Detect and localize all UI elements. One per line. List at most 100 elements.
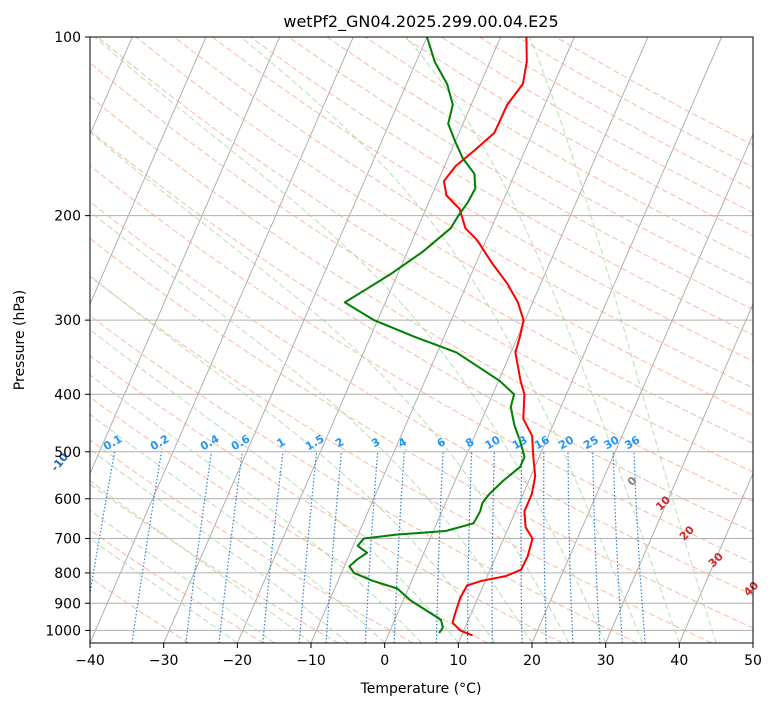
moist-adiabat-line bbox=[90, 131, 570, 643]
x-axis-label: Temperature (°C) bbox=[360, 681, 482, 697]
isotherm-gridline bbox=[531, 133, 753, 643]
moist-adiabat-line bbox=[90, 537, 238, 643]
dry-adiabat-line bbox=[326, 37, 753, 286]
dry-adiabat-line bbox=[90, 314, 638, 643]
y-tick-label: 500 bbox=[54, 445, 81, 461]
chart-title: wetPf2_GN04.2025.299.00.04.E25 bbox=[283, 12, 558, 32]
x-tick-label: 0 bbox=[380, 653, 389, 669]
isotherm-gridline bbox=[0, 37, 59, 643]
mixing-ratio-label: 1 bbox=[275, 435, 288, 450]
y-tick-label: 900 bbox=[54, 596, 81, 612]
isotherm-gridline bbox=[457, 37, 723, 643]
mixing-ratio-line bbox=[218, 451, 243, 643]
dry-adiabat-line bbox=[90, 164, 753, 564]
dewpoint-line bbox=[343, 37, 526, 634]
dry-adiabat-line bbox=[90, 529, 264, 643]
isotherm-gridline bbox=[384, 37, 649, 643]
moist-adiabat-line bbox=[90, 509, 275, 643]
y-tick-label: 300 bbox=[54, 313, 81, 329]
dry-adiabat-line bbox=[90, 237, 753, 629]
moist-adiabat-line bbox=[90, 210, 533, 643]
moist-adiabat-line bbox=[90, 448, 349, 643]
mixing-ratio-line bbox=[364, 451, 379, 643]
mixing-ratio-line bbox=[262, 451, 284, 643]
isotherm-gridline bbox=[90, 37, 207, 306]
mixing-ratio-line bbox=[435, 451, 444, 643]
grid-layer bbox=[0, 37, 753, 643]
mixing-ratio-line bbox=[592, 451, 601, 643]
mixing-ratio-line bbox=[90, 451, 116, 597]
reference-labels-layer: -100-90-80-70-60-50-40-30-20-100.10.20.4… bbox=[48, 432, 761, 599]
x-tick-label: 50 bbox=[744, 653, 762, 669]
isotherm-gridline bbox=[678, 472, 753, 643]
y-tick-label: 200 bbox=[54, 209, 81, 225]
x-tick-label: 20 bbox=[523, 653, 541, 669]
y-tick-label: 100 bbox=[54, 30, 81, 46]
mixing-ratio-line bbox=[520, 451, 523, 643]
profile-series-layer bbox=[343, 37, 537, 637]
mixing-ratio-line bbox=[633, 451, 646, 643]
dry-adiabat-line bbox=[90, 129, 753, 533]
mixing-ratio-line bbox=[298, 451, 318, 643]
x-tick-label: 10 bbox=[449, 653, 467, 669]
reference-lines-layer bbox=[90, 37, 753, 643]
mixing-ratio-label: 0.6 bbox=[229, 432, 253, 453]
dry-adiabat-line bbox=[173, 37, 753, 389]
mixing-ratio-label: 13 bbox=[510, 433, 530, 452]
dry-adiabat-line bbox=[90, 576, 190, 643]
mixing-ratio-label: 30 bbox=[602, 433, 622, 452]
isotherm-gridline bbox=[752, 641, 753, 643]
isotherm-gridline bbox=[90, 37, 281, 475]
x-tick-label: −30 bbox=[149, 653, 179, 669]
temperature-line bbox=[442, 37, 537, 637]
dry-adiabat-line bbox=[555, 37, 753, 146]
dry-adiabat-line bbox=[90, 95, 753, 503]
x-tick-label: −40 bbox=[75, 653, 105, 669]
mixing-ratio-line bbox=[567, 451, 574, 643]
dry-adiabat-line bbox=[288, 37, 753, 311]
mixing-ratio-label: 2 bbox=[333, 435, 346, 450]
mixing-ratio-line bbox=[491, 451, 495, 643]
mixing-ratio-label: 4 bbox=[396, 435, 409, 450]
moist-adiabat-line bbox=[406, 37, 680, 643]
isotherm-gridline bbox=[605, 302, 753, 643]
dry-adiabat-line bbox=[90, 439, 414, 643]
mixing-ratio-line bbox=[131, 451, 163, 643]
dry-adiabat-line bbox=[211, 37, 753, 362]
mixing-ratio-line bbox=[185, 451, 213, 643]
mixing-ratio-label: 0.2 bbox=[148, 432, 171, 453]
isotherm-gridline bbox=[236, 37, 502, 643]
plot-frame bbox=[89, 36, 754, 644]
moist-adiabat-line bbox=[90, 275, 496, 643]
moist-adiabat-line bbox=[529, 37, 717, 643]
moist-adiabat-line bbox=[240, 37, 643, 643]
y-tick-label: 800 bbox=[54, 566, 81, 582]
dry-adiabat-line bbox=[97, 37, 753, 444]
x-tick-label: 40 bbox=[670, 653, 688, 669]
dry-adiabat-line bbox=[90, 396, 488, 643]
y-axis-label: Pressure (hPa) bbox=[12, 290, 28, 390]
moist-adiabat-line bbox=[94, 37, 607, 643]
y-tick-label: 1000 bbox=[45, 623, 81, 639]
moist-adiabat-label: 10 bbox=[653, 493, 673, 513]
dry-adiabat-line bbox=[250, 37, 753, 336]
x-tick-label: −20 bbox=[223, 653, 253, 669]
isotherm-gridline bbox=[163, 37, 428, 643]
moist-adiabat-label: 40 bbox=[741, 579, 761, 599]
moist-adiabat-line bbox=[90, 374, 422, 643]
x-tick-label: 30 bbox=[597, 653, 615, 669]
moist-adiabat-line bbox=[90, 480, 312, 643]
y-tick-label: 400 bbox=[54, 387, 81, 403]
moist-adiabat-label: 30 bbox=[706, 550, 726, 570]
dry-adiabat-line bbox=[90, 483, 339, 643]
moist-adiabat-line bbox=[90, 328, 459, 643]
dry-adiabat-line bbox=[517, 37, 753, 168]
mixing-ratio-label: 1.5 bbox=[303, 432, 326, 453]
moist-adiabat-line bbox=[90, 413, 386, 643]
dry-adiabat-line bbox=[90, 275, 712, 643]
axis-ticks-layer: −40 −30 −20 −10 0 10 20 30 40 50 1000 900 800 700 600 5… bbox=[45, 30, 762, 669]
y-tick-label: 700 bbox=[54, 532, 81, 548]
mixing-ratio-line bbox=[325, 451, 342, 643]
dry-adiabat-line bbox=[90, 355, 563, 643]
mixing-ratio-label: 16 bbox=[532, 433, 552, 452]
